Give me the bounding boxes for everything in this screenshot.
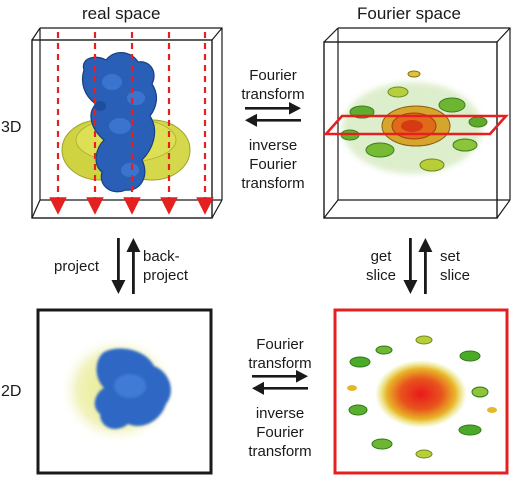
fourier-space-3d-cube bbox=[323, 27, 511, 219]
project-label: project bbox=[54, 258, 100, 275]
top-forward-label: Fourier transform bbox=[241, 67, 305, 103]
protein-density-3d bbox=[61, 52, 191, 193]
fourier-space-header: Fourier space bbox=[357, 4, 461, 23]
left-vertical-arrows bbox=[111, 238, 141, 294]
fourier-slice-plane bbox=[323, 114, 509, 136]
projection-2d-panel bbox=[36, 308, 213, 475]
top-inverse-label: inverse Fourier transform bbox=[241, 137, 305, 192]
bottom-horizontal-arrows bbox=[252, 370, 308, 395]
projection-rays bbox=[49, 32, 214, 215]
back-project-label: back- project bbox=[143, 248, 189, 284]
fourier-slice-2d-panel bbox=[333, 308, 509, 475]
bottom-forward-label: Fourier transform bbox=[248, 336, 312, 372]
fourier-density-3d bbox=[340, 70, 488, 174]
real-space-header: real space bbox=[82, 4, 161, 23]
right-vertical-arrows bbox=[403, 238, 433, 294]
get-slice-label: get slice bbox=[366, 248, 397, 284]
row-label-3d: 3D bbox=[1, 119, 22, 136]
set-slice-label: set slice bbox=[440, 248, 471, 284]
top-horizontal-arrows bbox=[245, 102, 301, 127]
row-label-2d: 2D bbox=[1, 383, 22, 400]
bottom-inverse-label: inverse Fourier transform bbox=[248, 405, 312, 460]
